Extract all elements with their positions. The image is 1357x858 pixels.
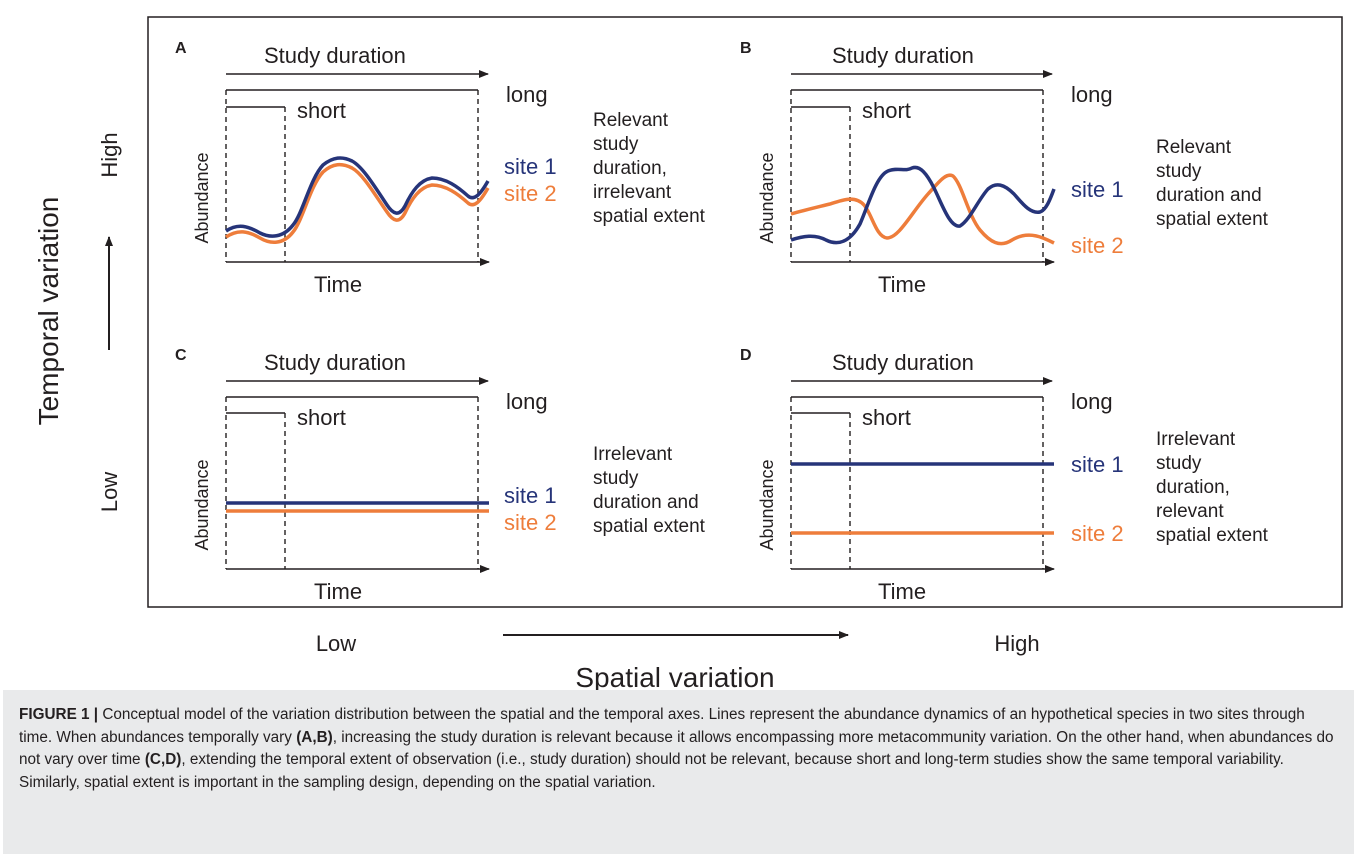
- caption-panel-ref: (A,B): [296, 728, 333, 746]
- time-label: Time: [314, 579, 362, 604]
- temporal-low-label: Low: [97, 472, 122, 512]
- site-2-label: site 2: [1071, 233, 1124, 258]
- site-1-label: site 1: [504, 154, 557, 179]
- study-duration-label: Study duration: [264, 350, 406, 375]
- short-label: short: [862, 405, 911, 430]
- temporal-high-label: High: [97, 132, 122, 177]
- long-label: long: [1071, 82, 1113, 107]
- figure-caption: FIGURE 1 | Conceptual model of the varia…: [3, 690, 1354, 854]
- spatial-high-label: High: [994, 631, 1039, 656]
- site-1-label: site 1: [1071, 177, 1124, 202]
- description-line: study: [1156, 161, 1202, 182]
- description-line: spatial extent: [1156, 209, 1269, 230]
- panel-b: B Study duration long short Time Abundan…: [740, 40, 1269, 297]
- panel-description: Relevant study duration and spatial exte…: [1156, 137, 1269, 230]
- description-line: duration,: [1156, 477, 1230, 498]
- description-line: irrelevant: [593, 182, 672, 203]
- description-line: spatial extent: [593, 516, 706, 537]
- figure-frame: [147, 16, 1343, 608]
- caption-segment: , extending the temporal extent of obser…: [19, 751, 1284, 791]
- site-1-line: [790, 165, 1056, 245]
- study-duration-label: Study duration: [264, 43, 406, 68]
- short-label: short: [297, 98, 346, 123]
- description-line: relevant: [1156, 501, 1224, 522]
- description-line: spatial extent: [593, 206, 706, 227]
- description-line: duration,: [593, 158, 667, 179]
- description-line: study: [1156, 453, 1202, 474]
- panel-label: D: [740, 347, 752, 364]
- long-label: long: [1071, 389, 1113, 414]
- conceptual-figure: Temporal variation High Low Low High Spa…: [33, 16, 1343, 690]
- abundance-label: Abundance: [192, 459, 212, 550]
- site-1-label: site 1: [504, 483, 557, 508]
- long-label: long: [506, 82, 548, 107]
- description-line: study: [593, 468, 639, 489]
- site-1-label: site 1: [1071, 452, 1124, 477]
- caption-panel-ref: (C,D): [144, 751, 182, 768]
- description-line: Relevant: [593, 110, 669, 131]
- panel-label: C: [175, 347, 187, 364]
- panel-c: C Study duration long short Time Abundan…: [175, 347, 706, 604]
- description-line: Irrelevant: [1156, 429, 1236, 450]
- description-line: spatial extent: [1156, 525, 1269, 546]
- panel-d: D Study duration long short Time Abundan…: [740, 347, 1269, 604]
- panel-description: Irrelevant study duration and spatial ex…: [593, 444, 706, 537]
- description-line: Relevant: [1156, 137, 1232, 158]
- site-2-label: site 2: [504, 181, 557, 206]
- spatial-low-label: Low: [316, 631, 356, 656]
- panel-description: Irrelevant study duration, relevant spat…: [1156, 429, 1269, 546]
- panel-a: A Study duration long short Time Abundan…: [175, 40, 706, 297]
- study-duration-label: Study duration: [832, 350, 974, 375]
- short-label: short: [862, 98, 911, 123]
- abundance-label: Abundance: [757, 459, 777, 550]
- site-1-line: [225, 156, 490, 238]
- caption-label: FIGURE 1 |: [19, 706, 99, 723]
- panel-description: Relevant study duration, irrelevant spat…: [593, 110, 706, 227]
- site-2-line: [790, 173, 1055, 246]
- long-label: long: [506, 389, 548, 414]
- time-label: Time: [314, 272, 362, 297]
- caption-segment: Conceptual model of the variation distri…: [19, 706, 1305, 746]
- short-label: short: [297, 405, 346, 430]
- temporal-variation-label: Temporal variation: [33, 197, 64, 426]
- caption-segment: , increasing the study duration is relev…: [19, 728, 1334, 769]
- abundance-label: Abundance: [192, 152, 212, 243]
- abundance-label: Abundance: [757, 152, 777, 243]
- site-2-label: site 2: [1071, 521, 1124, 546]
- site-2-line: [225, 162, 490, 244]
- description-line: duration and: [1156, 185, 1262, 206]
- caption-text: FIGURE 1 | Conceptual model of the varia…: [19, 704, 1338, 794]
- description-line: duration and: [593, 492, 699, 513]
- description-line: Irrelevant: [593, 444, 673, 465]
- description-line: study: [593, 134, 639, 155]
- time-label: Time: [878, 272, 926, 297]
- study-duration-label: Study duration: [832, 43, 974, 68]
- site-2-label: site 2: [504, 510, 557, 535]
- panel-label: A: [175, 40, 187, 57]
- panel-label: B: [740, 40, 752, 57]
- time-label: Time: [878, 579, 926, 604]
- spatial-variation-label: Spatial variation: [575, 662, 774, 690]
